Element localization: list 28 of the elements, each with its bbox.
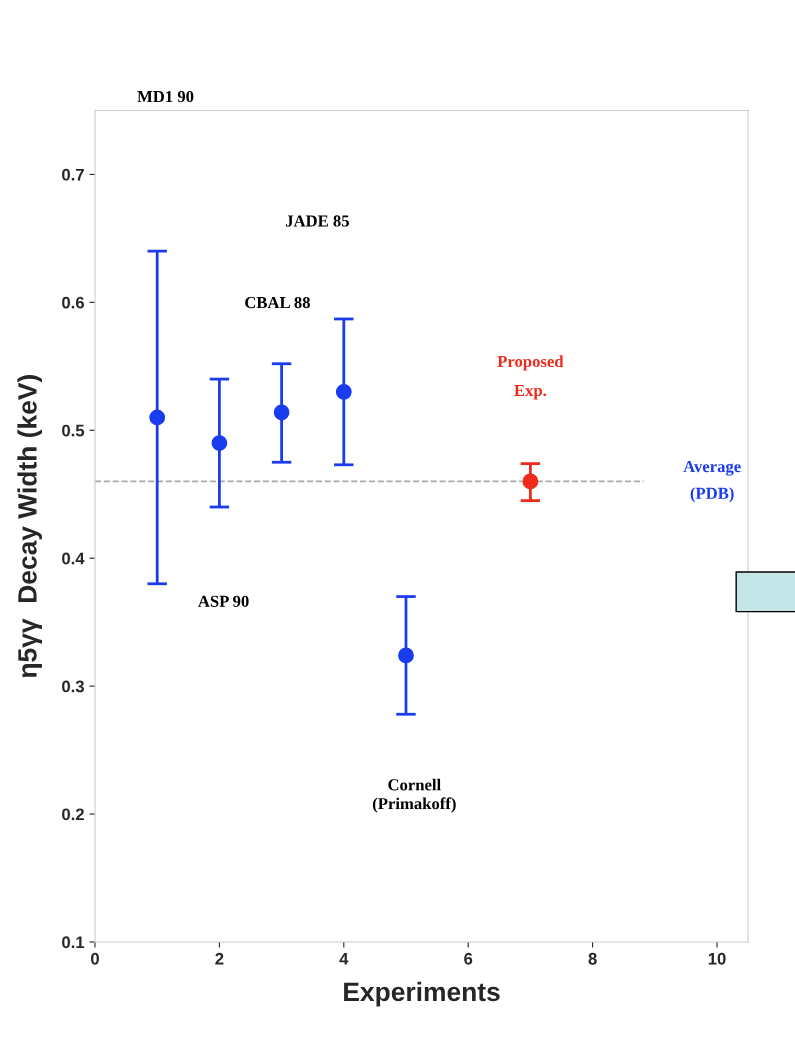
y-tick-label: 0.6 [62, 296, 84, 309]
x-tick-label: 2 [215, 952, 224, 965]
text: Proposed Exp. [497, 355, 564, 400]
annotation: CBAL 88 [245, 296, 310, 309]
annotation: JADE 85 [285, 215, 349, 227]
point [211, 435, 228, 451]
y-tick-label: 0.2 [62, 808, 84, 821]
annotation: Cornell (Primakoff) [372, 778, 456, 813]
point [273, 404, 290, 421]
x-axis-title: Experiments [344, 981, 500, 1007]
y-tick-label: 0.7 [62, 168, 84, 181]
y-tick-label: 0.4 [62, 552, 85, 565]
annotation: ASP 90 [198, 595, 249, 607]
text: MD1 90 [137, 90, 194, 103]
y-tick-label: 0.1 [62, 936, 85, 949]
point [335, 384, 352, 400]
point [398, 647, 414, 664]
y-tick-label: 0.5 [62, 424, 85, 437]
point [149, 409, 166, 426]
y-tick-label: 0.3 [62, 680, 84, 693]
y-axis-title: η5γγ Decay Width (keV) [17, 375, 42, 678]
x-tick-label: 10 [708, 952, 726, 965]
x-tick-label: 0 [91, 952, 99, 965]
point [522, 473, 539, 490]
x-tick-label: 6 [464, 952, 473, 965]
x-tick-label: 8 [588, 952, 597, 965]
ref-line-label: Average (PDB) [683, 460, 741, 503]
x-tick-label: 4 [339, 953, 349, 965]
